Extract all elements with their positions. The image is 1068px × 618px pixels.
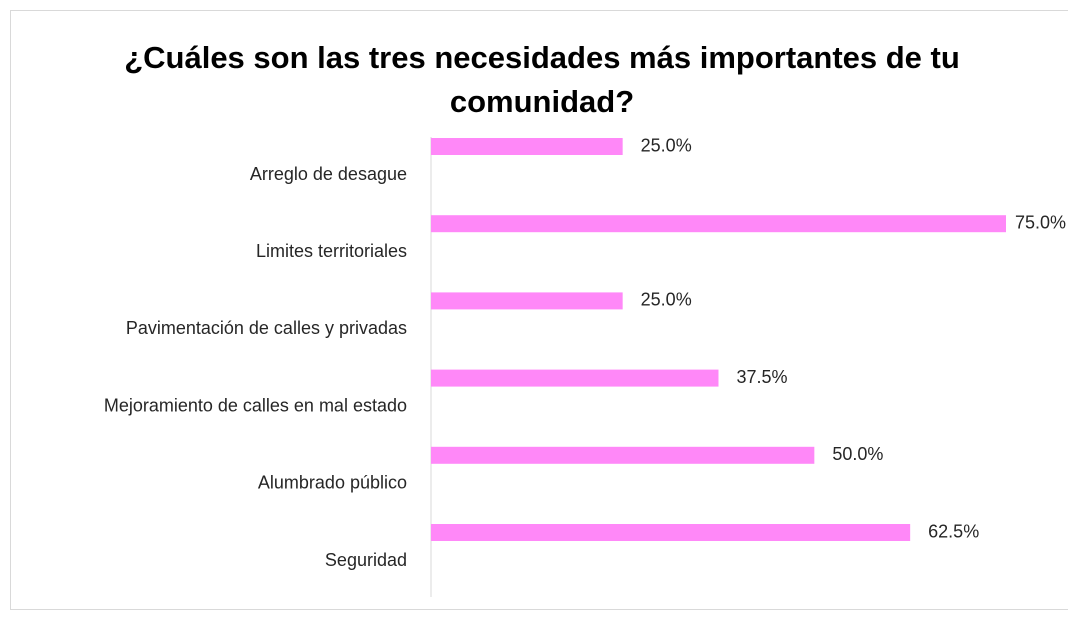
bar	[431, 446, 815, 464]
bar	[431, 292, 623, 310]
category-label: Pavimentación de calles y privadas	[126, 318, 407, 338]
value-label: 25.0%	[641, 135, 692, 155]
value-label: 50.0%	[832, 444, 883, 464]
value-label: 37.5%	[737, 367, 788, 387]
bar	[431, 524, 911, 541]
value-label: 25.0%	[641, 290, 692, 310]
bar	[431, 138, 623, 155]
bar	[431, 369, 719, 387]
category-label: Mejoramiento de calles en mal estado	[104, 395, 407, 415]
category-label: Alumbrado público	[258, 473, 407, 493]
bar	[431, 215, 1006, 233]
chart-title: ¿Cuáles son las tres necesidades más imp…	[124, 40, 960, 119]
chart-frame	[10, 10, 1068, 610]
value-label: 75.0%	[1015, 212, 1066, 232]
value-label: 62.5%	[928, 521, 979, 541]
category-label: Seguridad	[325, 550, 407, 570]
category-label: Arreglo de desague	[250, 164, 407, 184]
category-label: Limites territoriales	[256, 241, 407, 261]
